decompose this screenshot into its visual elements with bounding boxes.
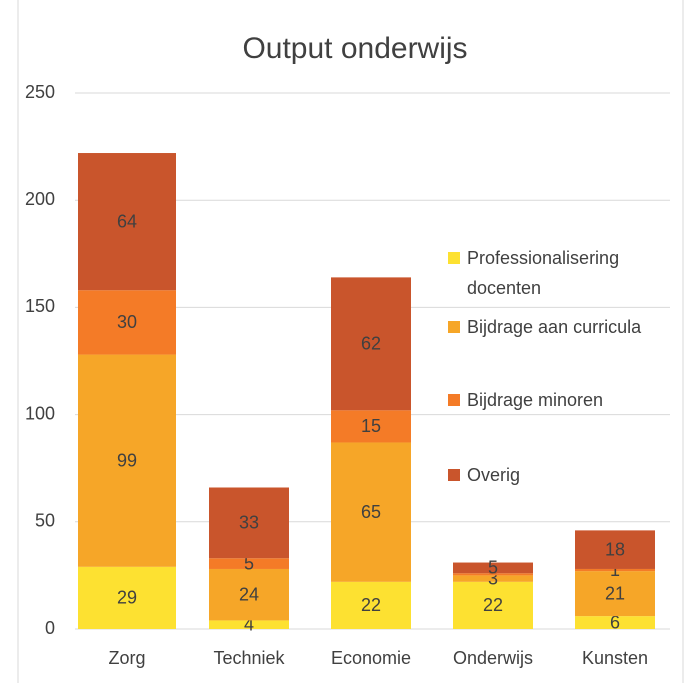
- legend-entry: Professionalisering docenten: [448, 243, 677, 303]
- data-label: 5: [244, 553, 254, 573]
- data-label: 18: [605, 539, 625, 559]
- bar-segment: [575, 616, 655, 629]
- bar-segment: [78, 290, 176, 355]
- bar-segment: [78, 153, 176, 291]
- bar-segment: [331, 410, 411, 443]
- bar-segment: [78, 566, 176, 629]
- y-tick-label: 250: [25, 82, 55, 102]
- data-label: 21: [605, 583, 625, 603]
- bar-segment: [575, 571, 655, 617]
- x-tick-label: Kunsten: [582, 648, 648, 668]
- x-tick-label: Techniek: [213, 648, 285, 668]
- bar-segment: [209, 620, 289, 629]
- data-label: 62: [361, 334, 381, 354]
- y-tick-label: 150: [25, 296, 55, 316]
- y-tick-label: 0: [45, 618, 55, 638]
- legend-label: Bijdrage minoren: [467, 390, 604, 410]
- data-label: 15: [361, 416, 381, 436]
- legend-label: Bijdrage aan curricula: [467, 317, 642, 337]
- chart-title: Output onderwijs: [242, 32, 467, 65]
- x-tick-label: Onderwijs: [453, 648, 533, 668]
- data-label: 29: [117, 588, 137, 608]
- chart-border: [17, 0, 684, 683]
- bar-segment: [209, 487, 289, 559]
- legend-swatch: [448, 469, 460, 481]
- data-label: 22: [483, 595, 503, 615]
- data-label: 5: [488, 558, 498, 578]
- data-label: 30: [117, 312, 137, 332]
- data-label: 33: [239, 513, 259, 533]
- y-tick-label: 50: [35, 511, 55, 531]
- data-label: 99: [117, 450, 137, 470]
- bar-segment: [575, 530, 655, 569]
- bar-segment: [453, 575, 533, 582]
- bar-segment: [331, 277, 411, 411]
- legend-label: Overig: [467, 465, 521, 485]
- y-tick-label: 200: [25, 189, 55, 209]
- data-label: 3: [488, 568, 498, 588]
- bar-segment: [331, 581, 411, 629]
- data-label: 65: [361, 502, 381, 522]
- legend-swatch: [448, 394, 460, 406]
- data-label: 24: [239, 584, 259, 604]
- legend-swatch: [448, 321, 460, 333]
- y-tick-label: 100: [25, 403, 55, 423]
- legend-swatch: [448, 252, 460, 264]
- bar-segment: [209, 558, 289, 569]
- data-label: 4: [244, 614, 254, 634]
- bar-segment: [331, 442, 411, 582]
- x-tick-label: Zorg: [108, 648, 145, 668]
- bar-segment: [575, 568, 655, 572]
- data-label: 22: [361, 595, 381, 615]
- x-tick-label: Economie: [331, 648, 411, 668]
- legend-entry: Bijdrage minoren: [448, 385, 677, 415]
- legend-entry: Overig: [448, 460, 677, 490]
- bar-segment: [453, 562, 533, 574]
- bar-segment: [78, 354, 176, 567]
- legend-entry: Bijdrage aan curricula: [448, 312, 677, 342]
- legend-label: Professionalisering docenten: [467, 248, 620, 298]
- data-label: 64: [117, 211, 137, 231]
- bar-segment: [453, 581, 533, 629]
- data-label: 1: [610, 560, 620, 580]
- bar-segment: [209, 568, 289, 621]
- data-label: 6: [610, 612, 620, 632]
- bar-segment: [453, 573, 533, 576]
